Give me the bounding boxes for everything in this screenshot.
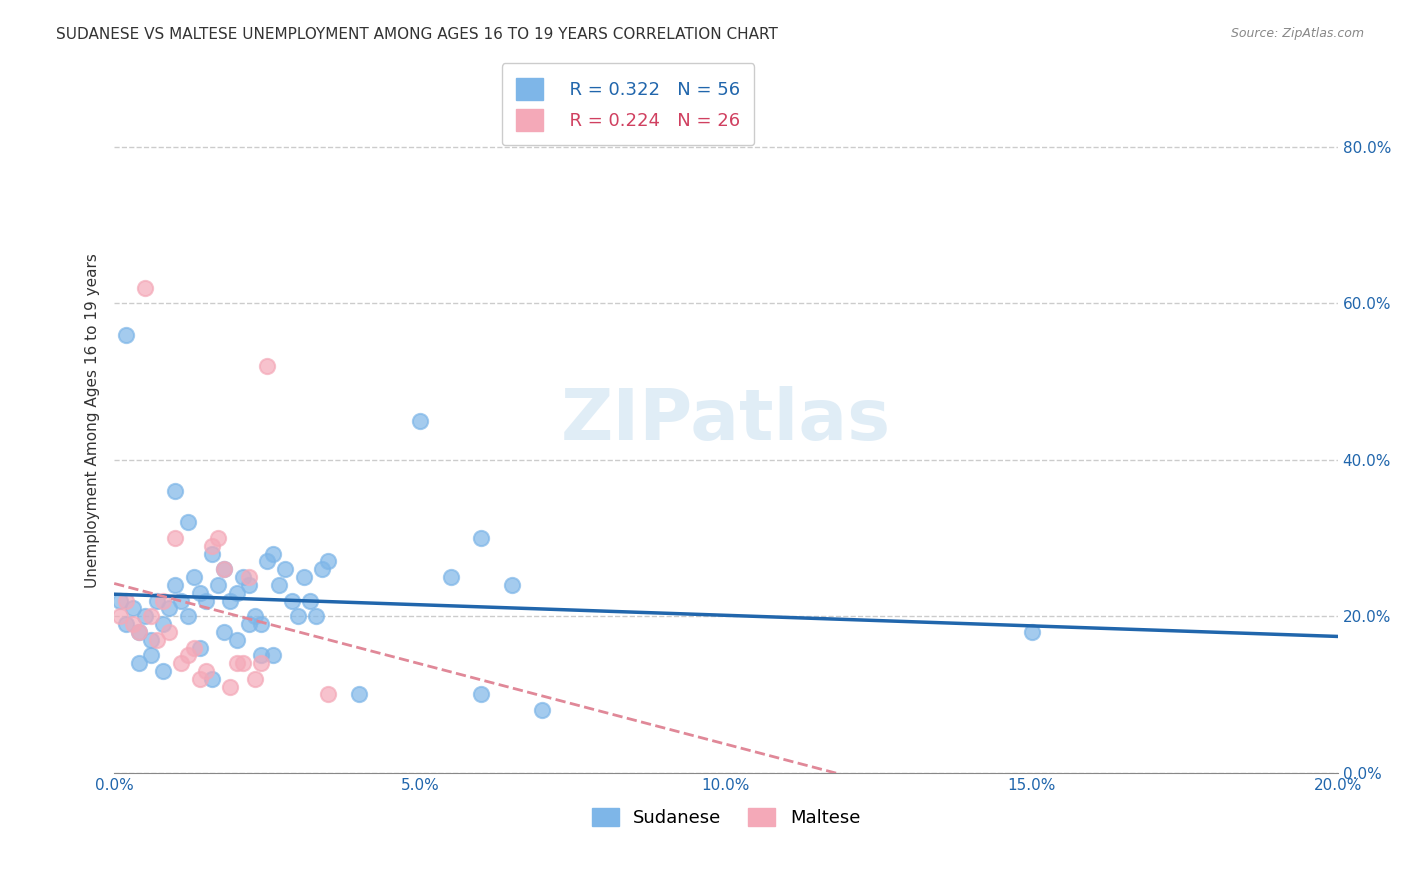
Point <box>157 624 180 639</box>
Legend: Sudanese, Maltese: Sudanese, Maltese <box>585 800 868 834</box>
Point <box>134 280 156 294</box>
Point <box>219 680 242 694</box>
Text: SUDANESE VS MALTESE UNEMPLOYMENT AMONG AGES 16 TO 19 YEARS CORRELATION CHART: SUDANESE VS MALTESE UNEMPLOYMENT AMONG A… <box>56 27 778 42</box>
Point <box>262 547 284 561</box>
Point <box>188 672 211 686</box>
Point <box>152 593 174 607</box>
Point <box>176 609 198 624</box>
Point <box>316 688 339 702</box>
Point <box>207 578 229 592</box>
Point <box>470 531 492 545</box>
Point <box>225 632 247 647</box>
Point <box>409 414 432 428</box>
Point <box>243 672 266 686</box>
Text: ZIPatlas: ZIPatlas <box>561 386 891 455</box>
Point <box>440 570 463 584</box>
Point <box>134 609 156 624</box>
Point <box>157 601 180 615</box>
Point <box>194 664 217 678</box>
Point <box>214 562 236 576</box>
Point <box>170 656 193 670</box>
Point <box>531 703 554 717</box>
Point <box>292 570 315 584</box>
Point <box>256 359 278 373</box>
Point <box>305 609 328 624</box>
Point <box>146 593 169 607</box>
Point <box>201 539 224 553</box>
Point <box>501 578 523 592</box>
Point <box>287 609 309 624</box>
Point <box>165 484 187 499</box>
Point <box>115 327 138 342</box>
Point <box>274 562 297 576</box>
Point <box>219 593 242 607</box>
Point <box>262 648 284 663</box>
Text: Source: ZipAtlas.com: Source: ZipAtlas.com <box>1230 27 1364 40</box>
Point <box>152 617 174 632</box>
Point <box>188 640 211 655</box>
Point <box>146 632 169 647</box>
Point <box>214 624 236 639</box>
Point <box>238 617 260 632</box>
Point <box>183 570 205 584</box>
Point <box>256 554 278 568</box>
Point <box>225 586 247 600</box>
Point <box>207 531 229 545</box>
Point <box>128 624 150 639</box>
Point <box>269 578 291 592</box>
Point <box>250 656 273 670</box>
Point <box>311 562 333 576</box>
Point <box>110 593 132 607</box>
Point <box>176 648 198 663</box>
Point <box>298 593 321 607</box>
Point <box>139 609 162 624</box>
Point <box>243 609 266 624</box>
Point <box>232 570 254 584</box>
Point <box>170 593 193 607</box>
Point <box>280 593 302 607</box>
Point <box>121 617 143 632</box>
Point <box>176 516 198 530</box>
Point <box>225 656 247 670</box>
Point <box>470 688 492 702</box>
Point <box>250 648 273 663</box>
Point <box>165 531 187 545</box>
Point <box>347 688 370 702</box>
Point <box>121 601 143 615</box>
Point <box>139 632 162 647</box>
Point <box>110 609 132 624</box>
Point <box>250 617 273 632</box>
Point <box>115 617 138 632</box>
Point <box>1021 624 1043 639</box>
Point <box>201 547 224 561</box>
Point <box>183 640 205 655</box>
Point <box>201 672 224 686</box>
Point <box>316 554 339 568</box>
Point <box>232 656 254 670</box>
Point <box>238 570 260 584</box>
Point <box>194 593 217 607</box>
Point <box>188 586 211 600</box>
Point <box>238 578 260 592</box>
Point <box>139 648 162 663</box>
Point <box>128 624 150 639</box>
Point <box>165 578 187 592</box>
Point <box>214 562 236 576</box>
Y-axis label: Unemployment Among Ages 16 to 19 years: Unemployment Among Ages 16 to 19 years <box>86 253 100 588</box>
Point <box>152 664 174 678</box>
Point <box>128 656 150 670</box>
Point <box>115 593 138 607</box>
